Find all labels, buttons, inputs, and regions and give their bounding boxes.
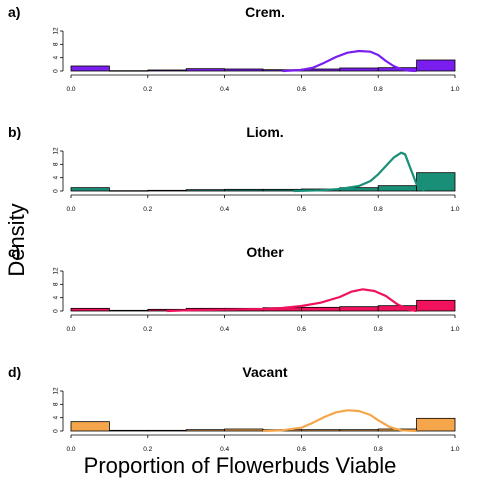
panel-2: b) Liom. 0 4 8 12 0.0 0.2 0.4 0.6 0.8 1.0 [8, 124, 460, 213]
density-curve [293, 151, 426, 193]
histogram-bar [147, 189, 187, 192]
histogram-bar [339, 306, 379, 312]
x-tick-label: 0.4 [220, 206, 229, 213]
density-curve [166, 288, 417, 313]
x-tick-label: 0.4 [220, 326, 229, 333]
x-tick-label: 0.6 [297, 206, 306, 213]
x-tick-label: 0.2 [143, 86, 152, 93]
y-tick-label: 8 [53, 402, 60, 406]
histogram-bar [109, 309, 149, 312]
histogram-bar [416, 59, 456, 72]
x-tick-label: 0.8 [374, 86, 383, 93]
y-tick-label: 4 [53, 55, 60, 59]
histogram-bar [377, 185, 418, 192]
panel-label: c) [8, 244, 20, 260]
histogram-bar [147, 69, 187, 72]
histogram-bar [70, 65, 110, 72]
y-tick-label: 0 [53, 429, 60, 433]
x-tick-label: 0.6 [297, 446, 306, 453]
panel-4: d) Vacant 0 4 8 12 0.0 0.2 0.4 0.6 0.8 1.0 [8, 364, 460, 453]
panels: a) Crem. 0 4 8 12 0.0 0.2 0.4 0.6 0.8 1.0 b) Liom. 0 4 8… [8, 4, 460, 453]
x-tick-label: 1.0 [450, 446, 459, 453]
histogram-bar [185, 429, 225, 432]
histogram-bar [70, 187, 110, 192]
x-tick-label: 0.8 [374, 206, 383, 213]
y-tick-label: 8 [53, 42, 60, 46]
histogram-bar [109, 70, 149, 72]
panel-title: Other [246, 244, 284, 260]
x-tick-label: 0.0 [66, 326, 75, 333]
histogram-bar [339, 67, 379, 72]
x-tick-label: 0.0 [66, 206, 75, 213]
y-tick-label: 4 [53, 415, 60, 419]
y-tick-label: 12 [53, 147, 60, 155]
y-tick-label: 8 [53, 162, 60, 166]
x-tick-label: 0.0 [66, 446, 75, 453]
panel-title: Crem. [245, 4, 285, 20]
y-tick-label: 0 [53, 69, 60, 73]
histogram-bar [300, 306, 341, 312]
histogram-bar [224, 68, 264, 72]
x-tick-label: 0.4 [220, 86, 229, 93]
histogram-bar [70, 307, 110, 312]
x-tick-label: 0.0 [66, 86, 75, 93]
histogram-bar [185, 189, 225, 192]
histogram-bar [147, 429, 187, 432]
histogram-bar [224, 188, 264, 192]
histogram-bar [416, 417, 456, 432]
density-curve [282, 49, 417, 73]
y-tick-label: 12 [53, 27, 60, 35]
density-curve [262, 409, 417, 433]
x-tick-label: 0.6 [297, 326, 306, 333]
y-axis-label: Density [4, 203, 29, 276]
panel-title: Vacant [242, 364, 287, 380]
panel-label: d) [8, 364, 21, 380]
panel-1: a) Crem. 0 4 8 12 0.0 0.2 0.4 0.6 0.8 1.0 [8, 4, 460, 93]
x-tick-label: 0.2 [143, 326, 152, 333]
y-tick-label: 12 [53, 387, 60, 395]
y-tick-label: 12 [53, 267, 60, 275]
x-tick-label: 0.4 [220, 446, 229, 453]
panel-3: c) Other 0 4 8 12 0.0 0.2 0.4 0.6 0.8 1.0 [8, 244, 460, 333]
x-tick-label: 1.0 [450, 86, 459, 93]
x-tick-label: 0.2 [143, 446, 152, 453]
histogram-bar [224, 428, 264, 432]
x-tick-label: 1.0 [450, 206, 459, 213]
y-tick-label: 4 [53, 175, 60, 179]
x-tick-label: 1.0 [450, 326, 459, 333]
histogram-bar [339, 429, 379, 432]
y-tick-label: 0 [53, 189, 60, 193]
histogram-bar [109, 429, 149, 432]
panel-label: b) [8, 124, 21, 140]
panel-label: a) [8, 4, 20, 20]
histogram-bar [70, 421, 110, 432]
histogram-bar [109, 190, 149, 192]
y-tick-label: 0 [53, 309, 60, 313]
histogram-bar [185, 68, 225, 72]
histogram-bar [300, 429, 341, 432]
histogram-bar [416, 299, 456, 312]
x-tick-label: 0.8 [374, 326, 383, 333]
panel-title: Liom. [246, 124, 283, 140]
x-tick-label: 0.6 [297, 86, 306, 93]
x-axis-label: Proportion of Flowerbuds Viable [84, 453, 397, 478]
x-tick-label: 0.8 [374, 446, 383, 453]
x-tick-label: 0.2 [143, 206, 152, 213]
y-tick-label: 8 [53, 282, 60, 286]
y-tick-label: 4 [53, 295, 60, 299]
